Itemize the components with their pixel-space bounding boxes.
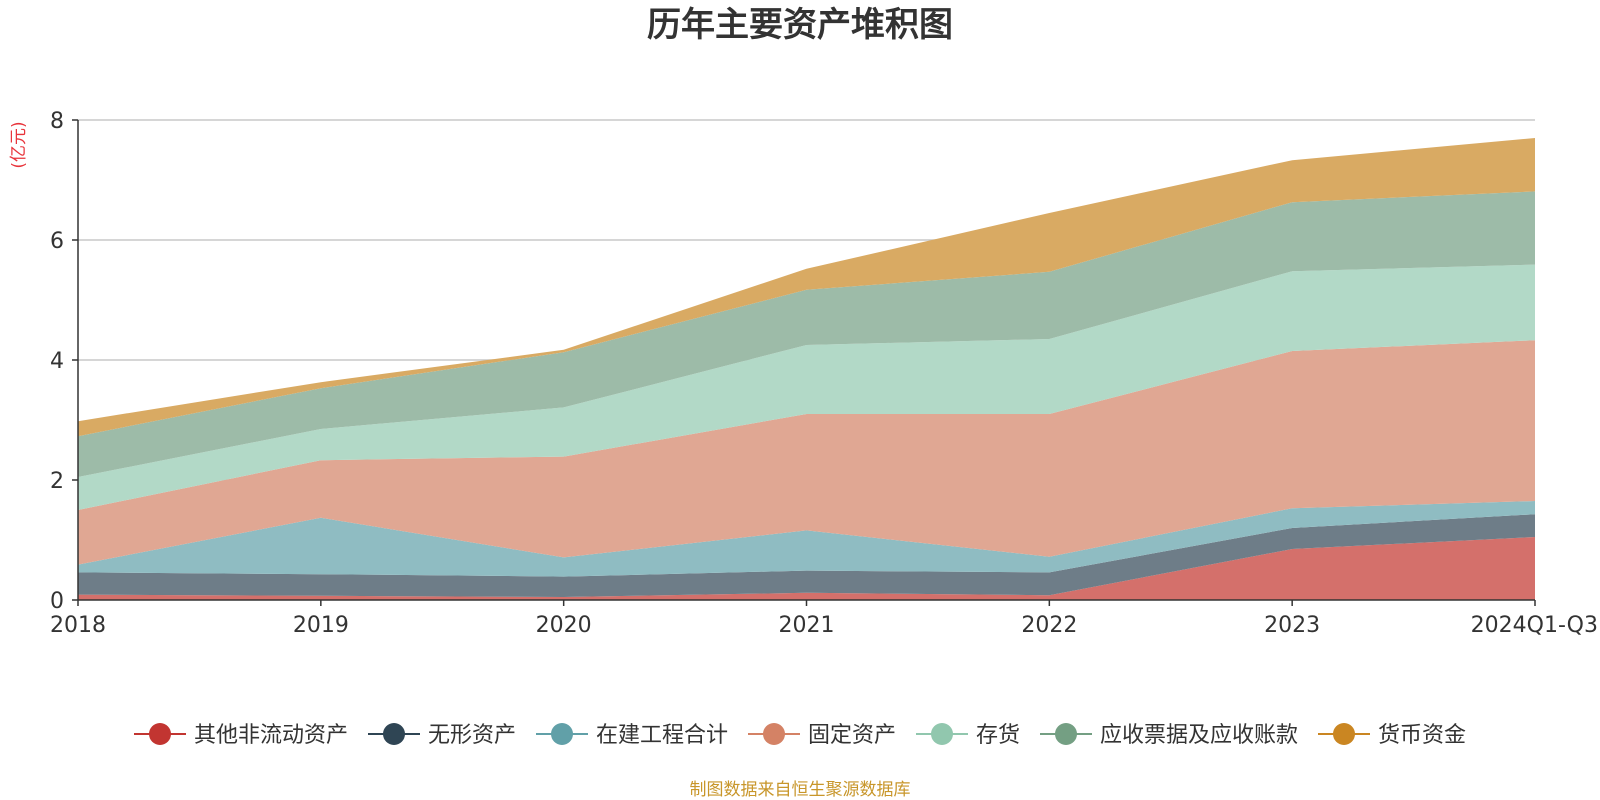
legend-circle-marker — [763, 723, 785, 745]
axes: 0 2 4 6 8 2018 2019 2020 2021 2022 2023 2024Q1-Q3 — [50, 109, 1598, 638]
x-tick-label: 2023 — [1264, 613, 1320, 638]
y-tick-label: 8 — [50, 109, 64, 134]
legend-item-2[interactable]: 无形资产 — [368, 723, 516, 748]
y-tick-label: 4 — [50, 349, 64, 374]
legend-item-7[interactable]: 货币资金 — [1318, 723, 1466, 748]
y-tick-label: 2 — [50, 469, 64, 494]
legend-circle-marker — [383, 723, 405, 745]
legend-item-1[interactable]: 其他非流动资产 — [134, 723, 348, 748]
y-tick-label: 6 — [50, 229, 64, 254]
x-tick-label: 2021 — [779, 613, 835, 638]
legend-circle-marker — [1055, 723, 1077, 745]
area-series-6 — [78, 191, 1535, 477]
area-series-1 — [78, 537, 1535, 600]
legend-item-3[interactable]: 在建工程合计 — [536, 723, 728, 748]
x-tick-label: 2018 — [50, 613, 106, 638]
legend-label: 货币资金 — [1378, 723, 1466, 748]
x-tick-label: 2022 — [1021, 613, 1077, 638]
chart-title: 历年主要资产堆积图 — [647, 5, 953, 45]
legend-label: 应收票据及应收账款 — [1100, 723, 1298, 748]
legend-label: 固定资产 — [808, 723, 896, 748]
legend-item-5[interactable]: 存货 — [916, 723, 1020, 748]
legend-circle-marker — [149, 723, 171, 745]
legend-label: 存货 — [976, 723, 1020, 748]
legend-circle-marker — [931, 723, 953, 745]
y-axis-unit-label: (亿元) — [9, 121, 29, 168]
legend-circle-marker — [1333, 723, 1355, 745]
legend: 其他非流动资产 无形资产 在建工程合计 固定资产 存货 应收票据及应收账款 货币资金 — [134, 723, 1466, 748]
x-tick-label: 2024Q1-Q3 — [1471, 613, 1598, 638]
area-series-7 — [78, 138, 1535, 437]
area-series-3 — [78, 501, 1535, 577]
area-series-5 — [78, 264, 1535, 510]
y-tick-label: 0 — [50, 589, 64, 614]
x-tick-label: 2020 — [536, 613, 592, 638]
legend-item-6[interactable]: 应收票据及应收账款 — [1040, 723, 1298, 748]
area-series-layer — [78, 138, 1535, 600]
area-series-4 — [78, 340, 1535, 565]
legend-label: 其他非流动资产 — [194, 723, 348, 748]
legend-label: 无形资产 — [428, 723, 516, 748]
legend-item-4[interactable]: 固定资产 — [748, 723, 896, 748]
area-series-2 — [78, 514, 1535, 597]
x-tick-label: 2019 — [293, 613, 349, 638]
data-source-note: 制图数据来自恒生聚源数据库 — [690, 780, 911, 800]
legend-label: 在建工程合计 — [596, 723, 728, 748]
legend-circle-marker — [551, 723, 573, 745]
